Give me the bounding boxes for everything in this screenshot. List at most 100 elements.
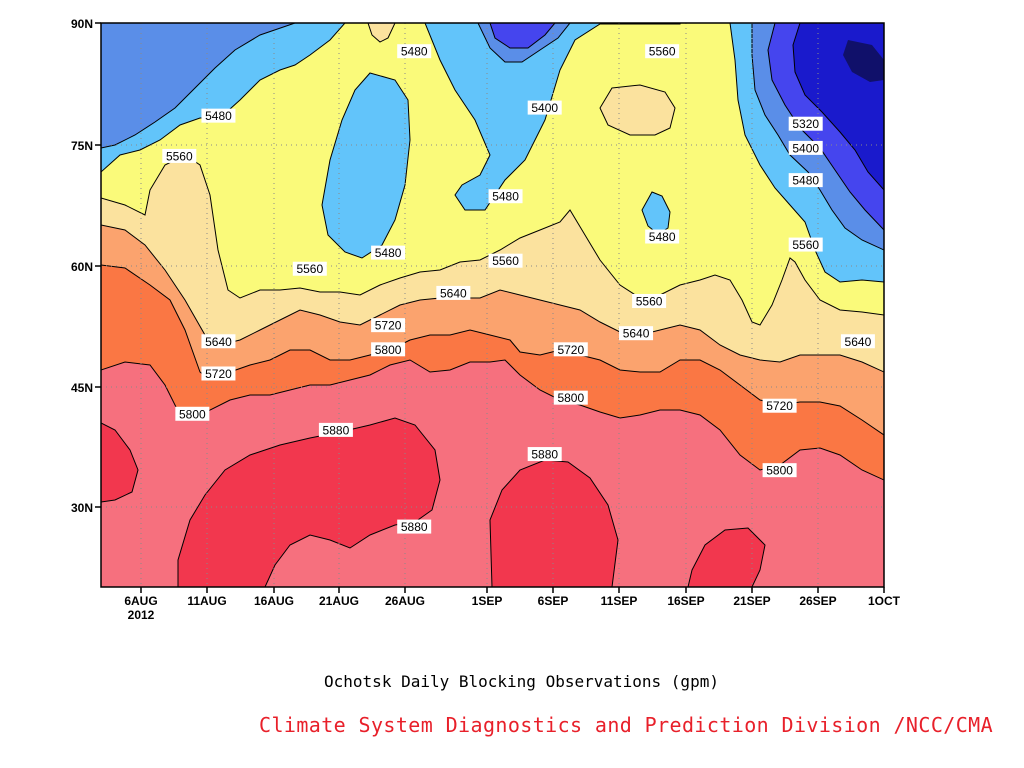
fill-5880-aug	[177, 417, 441, 587]
contour-label: 5560	[788, 237, 823, 252]
contour-label-bg	[645, 44, 680, 59]
contour-label: 5560	[645, 44, 680, 59]
contour-label-bg	[840, 334, 875, 349]
contour-label: 5800	[553, 390, 588, 405]
contour-label-text: 5880	[323, 423, 350, 437]
x-year-label: 2012	[128, 608, 155, 622]
fill-5880-late	[687, 527, 766, 587]
contour-label-text: 5800	[375, 343, 402, 357]
contour-label-text: 5480	[401, 45, 428, 59]
contour-label-bg	[162, 148, 197, 163]
fill-5880-sep	[489, 459, 619, 587]
contour-label-text: 5560	[792, 238, 819, 252]
contour-label-text: 5880	[401, 520, 428, 534]
contour-label: 5640	[201, 334, 236, 349]
contour-label-bg	[371, 245, 406, 260]
contour-label-bg	[788, 116, 823, 131]
contour-fills	[101, 23, 884, 587]
contour-label-text: 5800	[179, 407, 206, 421]
contour-label: 5480	[645, 229, 680, 244]
contour-label-text: 5400	[531, 101, 558, 115]
fill-5880-west	[101, 422, 139, 503]
contour-label: 5480	[788, 173, 823, 188]
x-tick-label: 6AUG	[124, 594, 157, 608]
contour-label-bg	[762, 398, 797, 413]
contour-label-text: 5560	[649, 45, 676, 59]
contour-label-text: 5480	[375, 246, 402, 260]
contour-label-text: 5720	[375, 319, 402, 333]
contour-label-bg	[397, 519, 432, 534]
contour-labels: 5480 5560 5480 5400 5560 5320 5400 5480 5480 5480…	[162, 44, 875, 534]
contour-label-text: 5320	[792, 117, 819, 131]
contour-label: 5800	[175, 406, 210, 421]
contour-label-bg	[553, 342, 588, 357]
contour-label: 5400	[788, 140, 823, 155]
contour-label: 5480	[397, 44, 432, 59]
contour-label-bg	[371, 318, 406, 333]
y-tick-label: 45N	[71, 381, 93, 395]
contour-label-text: 5560	[166, 149, 193, 163]
fill-5560-5640-island	[367, 23, 396, 43]
contour-label: 5560	[162, 148, 197, 163]
contour-label-bg	[632, 293, 667, 308]
contour-label-text: 5640	[845, 335, 872, 349]
contour-label: 5480	[371, 245, 406, 260]
credit-line: Climate System Diagnostics and Predictio…	[259, 713, 994, 737]
contour-label-text: 5560	[636, 294, 663, 308]
contour-label-bg	[527, 447, 562, 462]
x-tick-label: 16SEP	[667, 594, 704, 608]
contour-label-text: 5640	[623, 327, 650, 341]
plot-frame	[100, 22, 885, 588]
contour-label: 5640	[619, 326, 654, 341]
x-tick-label: 11AUG	[187, 594, 226, 608]
contour-label: 5400	[527, 100, 562, 115]
contour-label: 5720	[371, 318, 406, 333]
contour-label-text: 5400	[792, 141, 819, 155]
y-tick-label: 90N	[71, 17, 93, 31]
x-tick-label: 1OCT	[868, 594, 901, 608]
fill-5240-5320-mid	[489, 23, 556, 49]
x-tick-label: 26AUG	[385, 594, 425, 608]
x-tick-label: 26SEP	[799, 594, 836, 608]
contour-label: 5640	[840, 334, 875, 349]
contour-label: 5560	[488, 253, 523, 268]
contour-label: 5880	[527, 447, 562, 462]
contour-label-text: 5800	[766, 464, 793, 478]
contour-label-bg	[292, 261, 327, 276]
fill-core-dark	[843, 40, 884, 82]
contour-label-bg	[201, 366, 236, 381]
contour-label-text: 5560	[492, 254, 519, 268]
contour-label: 5320	[788, 116, 823, 131]
contour-label: 5720	[553, 342, 588, 357]
chart-subtitle: Ochotsk Daily Blocking Observations (gpm…	[324, 672, 719, 691]
fill-5400-5480-ridge	[424, 23, 681, 211]
x-tick-label: 16AUG	[254, 594, 294, 608]
x-tick-label: 1SEP	[472, 594, 503, 608]
contour-label-bg	[201, 334, 236, 349]
contour-label-text: 5560	[296, 262, 323, 276]
contour-label-bg	[788, 173, 823, 188]
contour-label-bg	[762, 463, 797, 478]
contour-label: 5720	[201, 366, 236, 381]
contour-label: 5480	[488, 189, 523, 204]
contour-label-bg	[645, 229, 680, 244]
contour-label: 5640	[436, 285, 471, 300]
contour-label-text: 5880	[531, 448, 558, 462]
contour-label-bg	[175, 406, 210, 421]
grid	[101, 23, 884, 587]
contour-label-bg	[527, 100, 562, 115]
contour-label: 5560	[632, 293, 667, 308]
contour-label-text: 5720	[766, 399, 793, 413]
fill-5400-5480-cutoff	[321, 72, 411, 259]
contour-label-bg	[788, 237, 823, 252]
x-tick-label: 21SEP	[733, 594, 770, 608]
contour-label-text: 5640	[440, 286, 467, 300]
contour-label-bg	[318, 422, 353, 437]
y-tick-label: 60N	[71, 260, 93, 274]
contour-label-text: 5800	[557, 391, 584, 405]
x-axis: 6AUG 11AUG 16AUG 21AUG 26AUG 1SEP 6SEP 1…	[124, 587, 901, 622]
contour-label-bg	[488, 189, 523, 204]
contour-label: 5800	[762, 463, 797, 478]
x-tick-label: 6SEP	[538, 594, 569, 608]
hovmoller-chart: 90N 75N 60N 45N 30N 6AUG 11AUG 16AUG 21A…	[71, 17, 901, 622]
